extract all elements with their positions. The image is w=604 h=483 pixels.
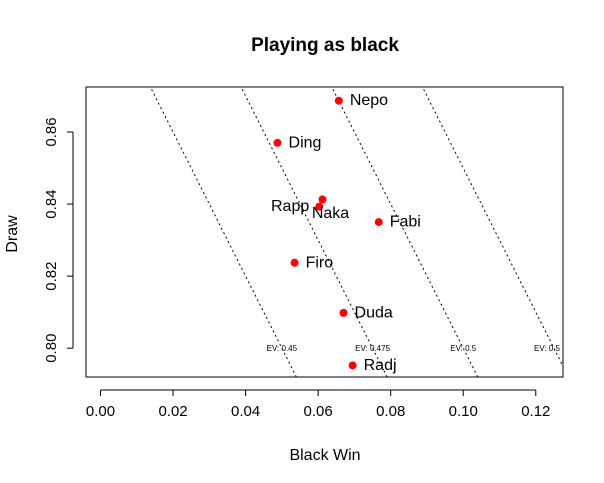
- data-point: [339, 308, 348, 317]
- point-label: Firo: [306, 254, 334, 271]
- data-point: [315, 202, 324, 211]
- y-axis: 0.80 0.82 0.84 0.86: [43, 117, 74, 363]
- point-label: Ding: [289, 134, 322, 151]
- data-point: [374, 218, 383, 227]
- ev-line: [331, 87, 479, 377]
- y-axis-label: Draw: [4, 215, 21, 253]
- data-points: Nepo Ding Rapp Naka Fabi Firo Duda Radj: [271, 92, 421, 374]
- x-axis-label: Black Win: [289, 447, 360, 464]
- data-point: [318, 195, 327, 204]
- data-point: [334, 96, 343, 105]
- ev-line: [421, 87, 563, 368]
- x-tick-label: 0.02: [158, 403, 187, 420]
- x-tick-label: 0.06: [304, 403, 333, 420]
- point-label: Radj: [364, 357, 397, 374]
- ev-line-label: EV: 0.5: [534, 344, 560, 353]
- ev-line-label: EV: 0.475: [355, 344, 390, 353]
- x-tick-label: 0.08: [376, 403, 405, 420]
- x-tick-label: 0.04: [231, 403, 260, 420]
- data-point: [290, 258, 299, 267]
- point-label: Rapp: [271, 198, 309, 215]
- y-tick-label: 0.84: [43, 189, 60, 218]
- x-axis: 0.00 0.02 0.04 0.06 0.08 0.10 0.12: [86, 389, 550, 420]
- ev-line-label: EV: 0.45: [267, 344, 298, 353]
- y-tick-label: 0.82: [43, 262, 60, 291]
- ev-lines: EV: 0.45 EV: 0.475 EV: 0.5 EV: 0.5: [149, 87, 563, 377]
- y-tick-label: 0.80: [43, 334, 60, 363]
- point-label: Nepo: [350, 92, 388, 109]
- ev-line: [149, 87, 297, 377]
- data-point: [348, 361, 357, 370]
- x-tick-label: 0.00: [86, 403, 115, 420]
- ev-line: [240, 87, 388, 377]
- chart-title: Playing as black: [251, 35, 399, 56]
- y-tick-label: 0.86: [43, 117, 60, 146]
- point-label: Duda: [355, 304, 393, 321]
- x-tick-label: 0.10: [449, 403, 478, 420]
- point-label: Naka: [312, 205, 349, 222]
- ev-line-label: EV: 0.5: [450, 344, 476, 353]
- x-tick-label: 0.12: [521, 403, 550, 420]
- data-point: [273, 138, 282, 147]
- plot-frame: [85, 86, 564, 378]
- point-label: Fabi: [390, 214, 421, 231]
